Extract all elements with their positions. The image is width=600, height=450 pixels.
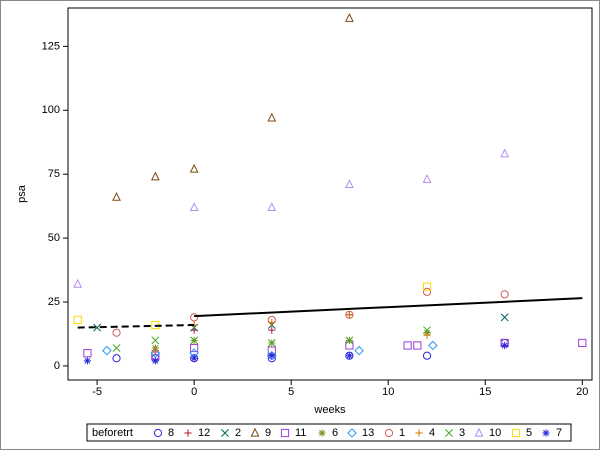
legend-label: 6 [332,427,338,439]
y-tick-label: 50 [48,232,60,244]
point [189,202,199,212]
point [189,163,199,173]
point [345,336,354,345]
y-tick-label: 75 [48,168,60,180]
point [354,345,364,356]
y-axis-label: psa [16,184,28,203]
point [422,287,432,296]
y-tick-label: 125 [42,40,60,52]
point [344,13,354,22]
legend-label: 2 [235,427,241,439]
point [83,357,92,365]
point [345,311,354,319]
x-axis-label: weeks [313,404,346,416]
x-tick-label: 10 [382,386,394,398]
x-tick-label: 15 [479,386,491,398]
point [151,336,160,345]
point [266,350,277,361]
legend-label: 12 [198,427,210,439]
point [578,338,587,348]
legend-label: 1 [399,427,405,439]
legend-marker [184,429,192,437]
fit-line [77,324,195,329]
point [422,174,432,183]
legend-title: beforetrt [92,427,133,439]
legend-label: 5 [526,427,532,439]
legend-marker [250,427,260,437]
legend-label: 10 [489,427,501,439]
point [190,354,198,362]
legend-marker [511,428,521,438]
point [345,352,354,360]
legend-marker [445,429,453,437]
point [422,282,432,291]
y-tick-label: 25 [48,296,60,308]
point [112,328,121,337]
legend-marker [474,427,484,437]
legend-marker [347,428,357,438]
point [268,326,276,334]
point [500,313,509,322]
legend-label: 3 [459,427,465,439]
x-tick-label: 20 [576,386,588,398]
y-tick-label: 0 [54,360,60,372]
legend-label: 4 [429,427,435,439]
point [267,112,277,122]
legend-label: 13 [362,427,374,439]
point [93,323,102,332]
point [501,341,509,350]
point [500,290,509,299]
plot-frame [67,7,593,381]
point [190,336,199,345]
point [112,344,121,352]
legend-label: 11 [295,427,306,439]
x-tick-label: 0 [191,386,197,398]
legend-marker [153,428,163,438]
point [413,341,422,350]
point [423,331,431,339]
point [112,354,121,363]
legend-label: 9 [265,427,271,439]
legend-marker [221,429,229,437]
point [73,315,82,325]
point [151,357,159,365]
point [423,326,431,335]
y-tick-label: 100 [42,104,60,116]
point [428,340,438,351]
point [150,171,160,181]
legend-marker [542,429,550,437]
legend-marker [415,429,423,437]
fit-line [194,297,583,318]
point [500,148,510,158]
x-tick-label: 5 [288,386,294,398]
point [267,338,276,347]
legend-label: 8 [168,427,174,439]
point [267,202,277,212]
point [268,352,276,360]
legend-marker [384,428,394,438]
point [344,179,354,189]
point [190,313,199,322]
legend-marker [318,429,326,437]
legend-box [86,423,572,442]
point [83,349,92,358]
point [422,351,432,360]
legend-label: 7 [556,427,562,439]
point [151,346,159,355]
legend-marker [280,428,290,438]
point [403,341,412,350]
point [268,318,276,327]
point [190,343,199,353]
point [102,345,112,356]
x-tick-label: -5 [92,386,102,398]
point [73,278,83,288]
point [112,191,121,201]
